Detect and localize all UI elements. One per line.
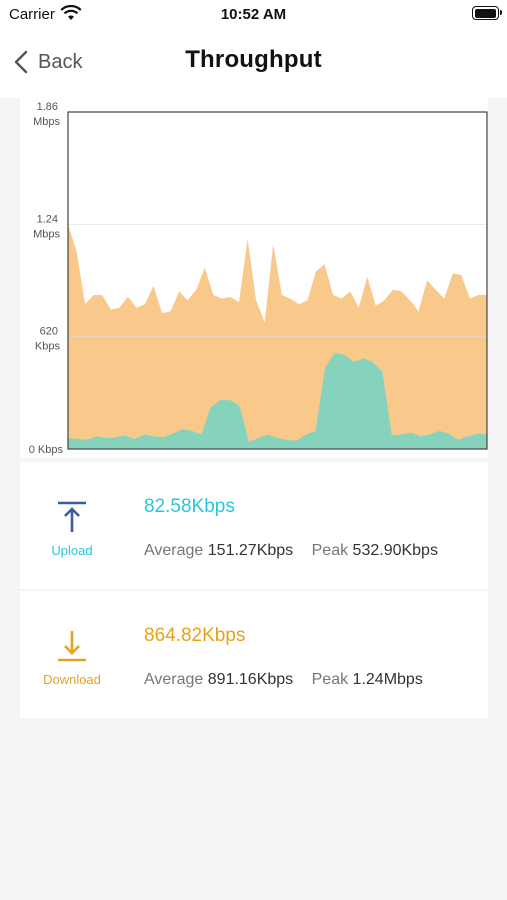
back-button[interactable]: Back xyxy=(14,44,82,80)
status-bar: Carrier 10:52 AM xyxy=(0,0,507,28)
download-average-value: 891.16Kbps xyxy=(207,671,294,688)
throughput-chart: 1.86 Mbps 1.24 Mbps 620 Kbps 0 Kbps xyxy=(20,98,488,458)
y-tick-label: 0 Kbps xyxy=(29,444,64,456)
download-stats-card: Download 864.82Kbps Average 891.16Kbps P… xyxy=(20,591,488,718)
download-peak-value: 1.24Mbps xyxy=(352,671,423,688)
upload-peak-label: Peak xyxy=(311,542,349,559)
navigation-bar: Back Throughput xyxy=(0,28,507,98)
upload-current-value: 82.58Kbps xyxy=(144,496,235,517)
y-tick-label: 1.86 xyxy=(37,101,58,113)
upload-average-value: 151.27Kbps xyxy=(207,542,294,559)
upload-icon-block: Upload xyxy=(42,500,102,558)
upload-average-label: Average xyxy=(144,542,204,559)
download-stats-row: Average 891.16Kbps Peak 1.24Mbps xyxy=(144,671,423,689)
back-label: Back xyxy=(38,50,83,73)
y-tick-unit-label: Mbps xyxy=(33,116,60,128)
y-tick-label: 620 xyxy=(40,326,58,338)
download-arrow-icon xyxy=(58,631,86,662)
y-tick-unit-label: Mbps xyxy=(33,228,60,240)
throughput-chart-svg: 1.86 Mbps 1.24 Mbps 620 Kbps 0 Kbps xyxy=(29,101,488,456)
upload-area xyxy=(68,353,487,449)
download-average-label: Average xyxy=(144,671,204,688)
chevron-left-icon xyxy=(14,50,28,74)
upload-stats-card: Upload 82.58Kbps Average 151.27Kbps Peak… xyxy=(20,462,488,589)
y-tick-unit-label: Kbps xyxy=(35,341,61,353)
battery-icon xyxy=(472,6,502,20)
wifi-icon xyxy=(60,4,82,26)
carrier-name: Carrier xyxy=(9,6,55,23)
upload-arrow-icon xyxy=(58,501,86,532)
top-header: Carrier 10:52 AM Back Throughput xyxy=(0,0,507,98)
download-icon-block: Download xyxy=(42,629,102,687)
download-label: Download xyxy=(43,672,101,687)
page-title: Throughput xyxy=(185,46,322,73)
upload-label: Upload xyxy=(51,543,93,558)
download-current-value: 864.82Kbps xyxy=(144,625,246,646)
plot-frame xyxy=(67,111,488,450)
y-tick-label: 1.24 xyxy=(37,213,58,225)
status-time: 10:52 AM xyxy=(220,6,287,23)
download-peak-label: Peak xyxy=(311,671,349,688)
upload-peak-value: 532.90Kbps xyxy=(352,542,438,559)
upload-stats-row: Average 151.27Kbps Peak 532.90Kbps xyxy=(144,542,438,560)
